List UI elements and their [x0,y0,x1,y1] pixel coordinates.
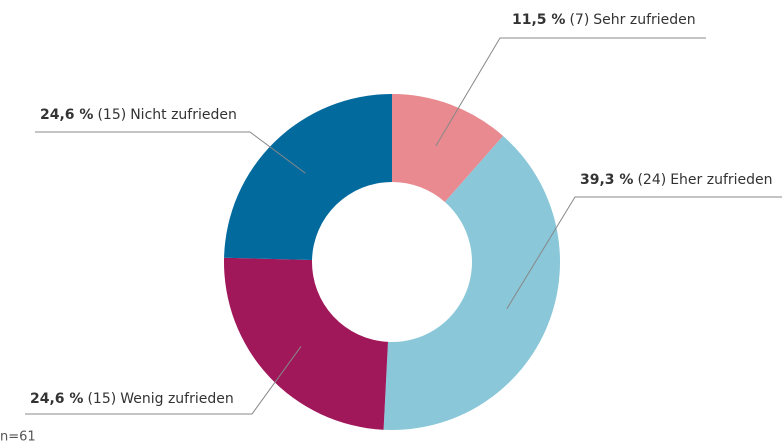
value-label: 11,5 % [512,12,565,28]
slice-label: 24,6 % (15) Nicht zufrieden [40,107,237,123]
leader-line [435,37,706,147]
donut-slice [224,257,388,430]
category-label: Nicht zufrieden [130,107,237,123]
leader-line [506,196,782,309]
count-label: (24) [637,172,666,188]
donut-slice [392,94,504,202]
category-label: Sehr zufrieden [593,12,695,28]
count-label: (7) [569,12,589,28]
value-label: 24,6 % [40,107,93,123]
value-label: 39,3 % [580,172,633,188]
donut-slice [383,135,561,431]
category-label: Eher zufrieden [670,172,772,188]
slice-label: 11,5 % (7) Sehr zufrieden [512,12,696,28]
slice-label: 39,3 % (24) Eher zufrieden [580,172,773,188]
category-label: Wenig zufrieden [120,391,234,407]
count-label: (15) [97,107,126,123]
count-label: (15) [87,391,116,407]
leader-line [35,131,306,174]
donut-slice [224,94,392,260]
sample-note: n=61 [0,430,36,445]
slice-label: 24,6 % (15) Wenig zufrieden [30,391,234,407]
leader-line [25,346,302,415]
value-label: 24,6 % [30,391,83,407]
